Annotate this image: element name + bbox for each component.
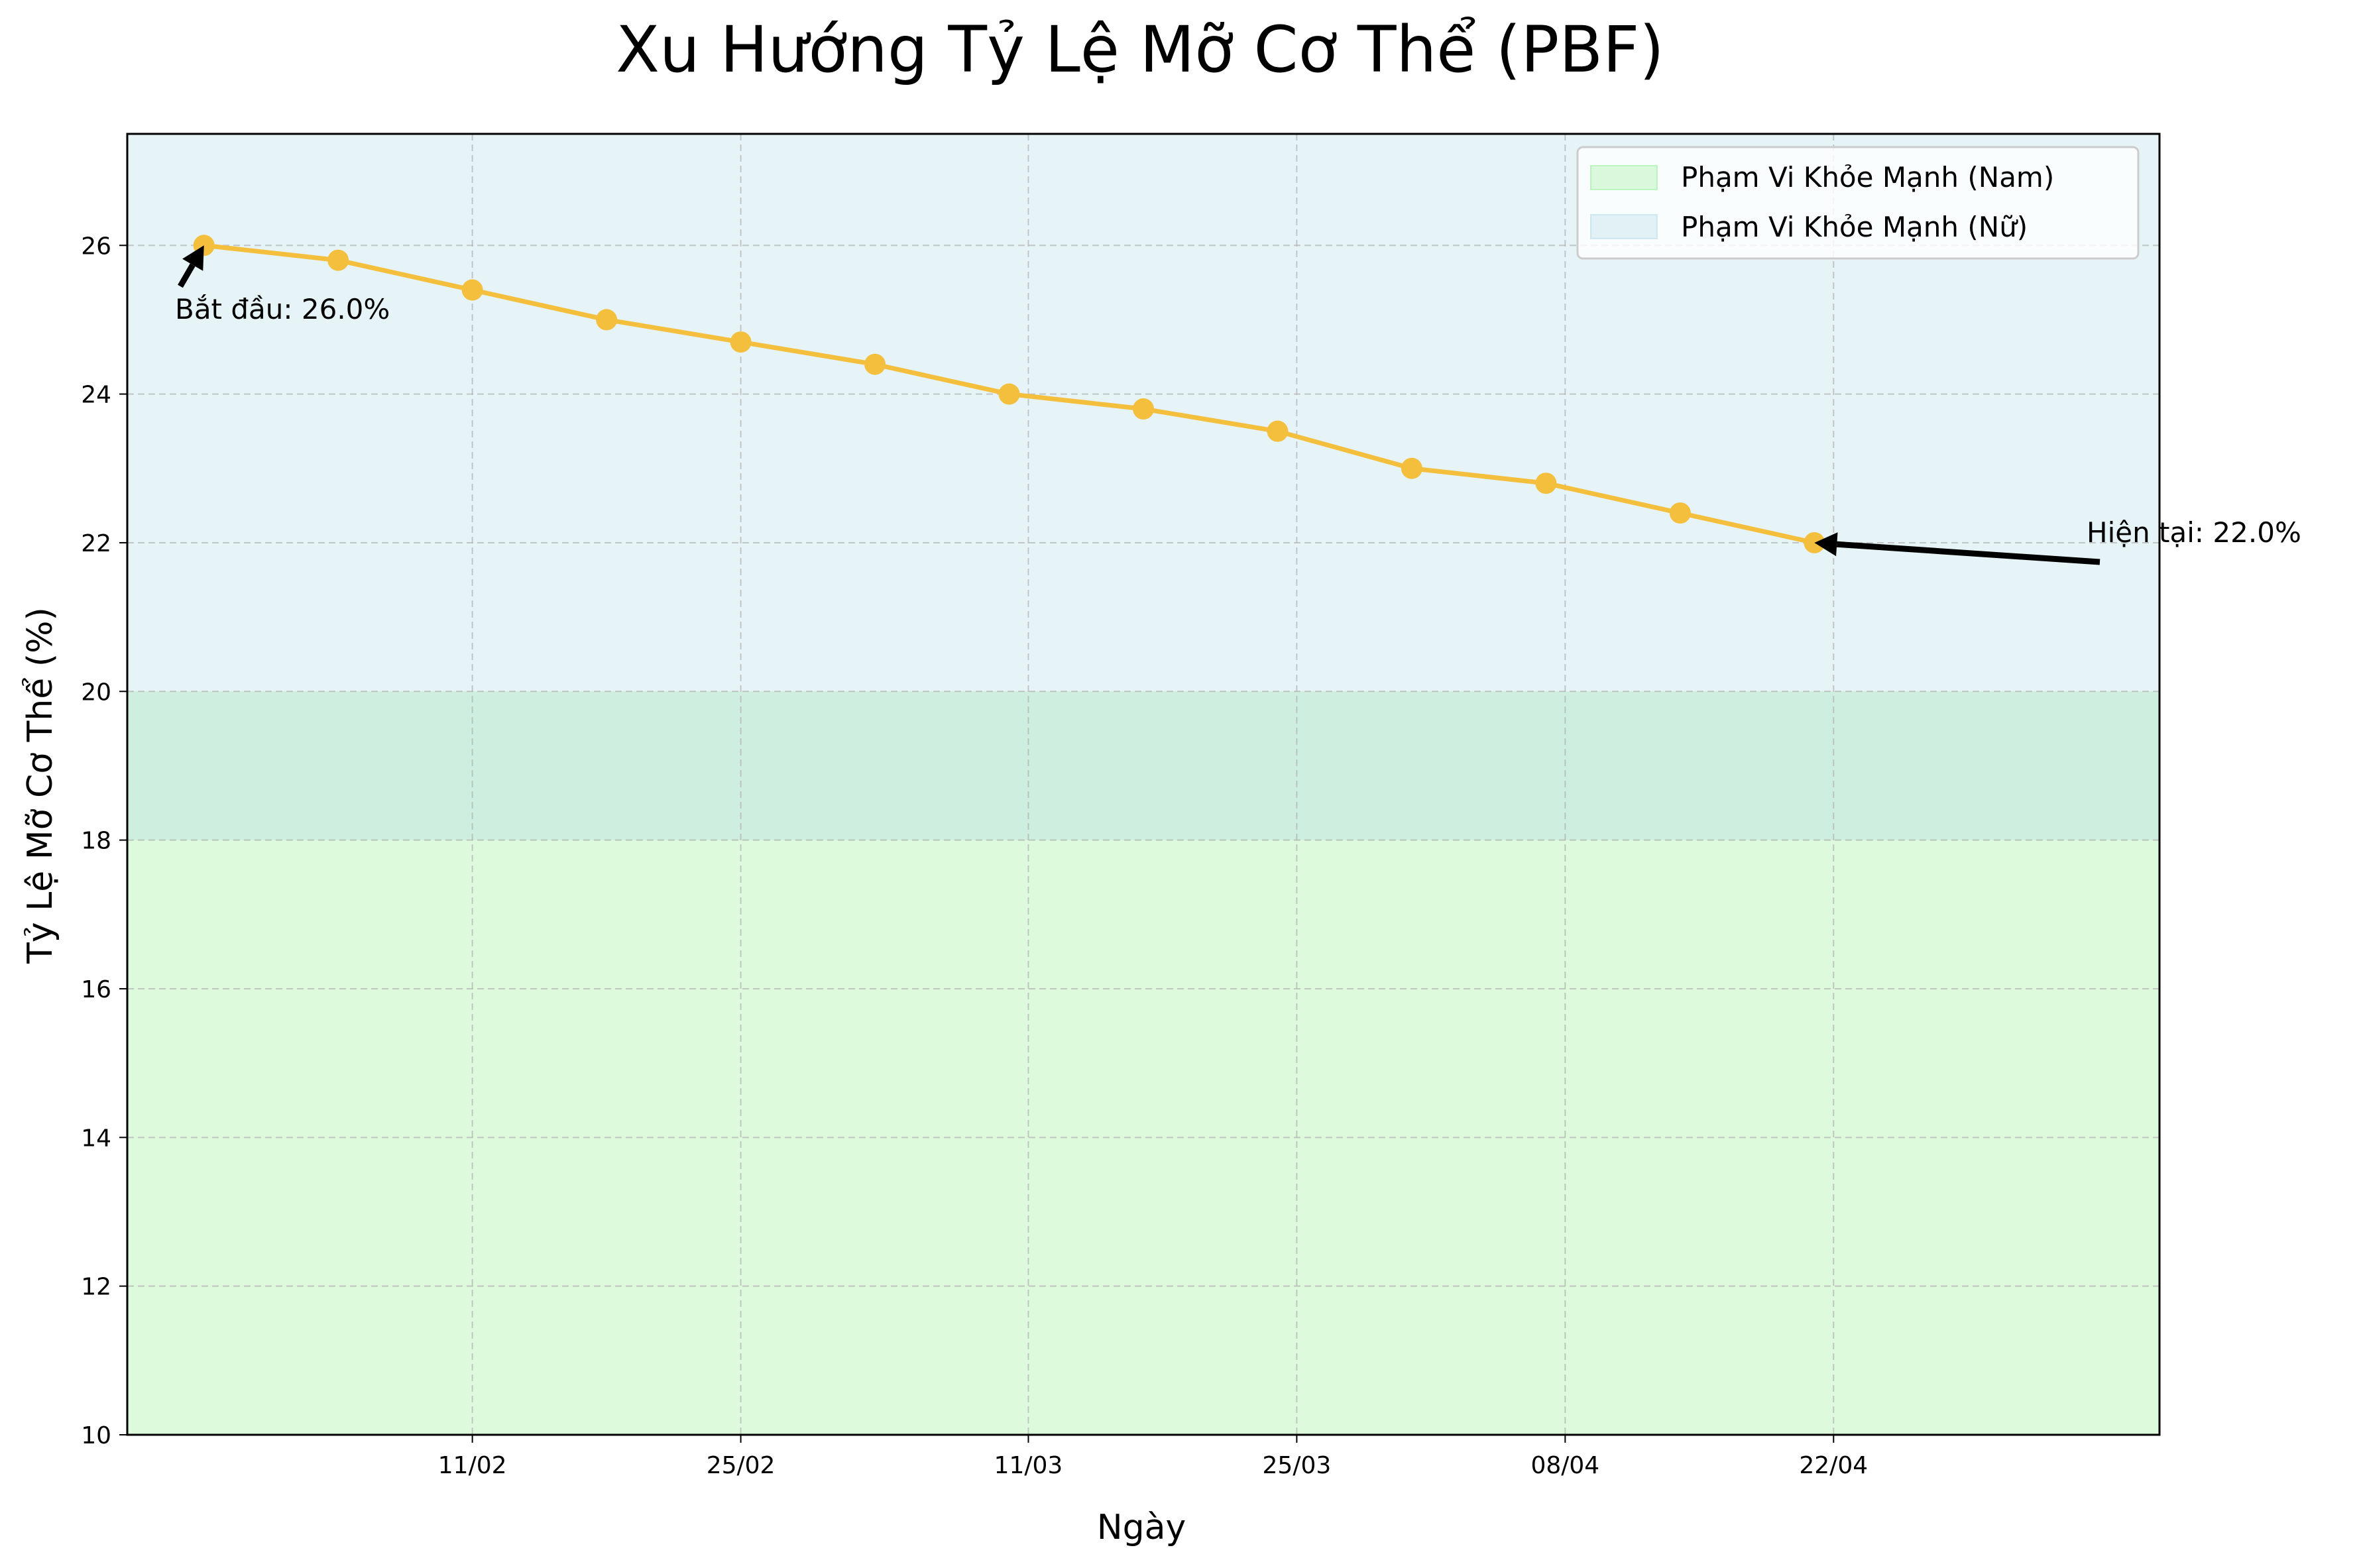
- pbf-point: [1133, 398, 1154, 420]
- y-tick-label: 16: [81, 976, 111, 1003]
- legend-label-male: Phạm Vi Khỏe Mạnh (Nam): [1681, 161, 2054, 194]
- x-tick-label: 08/04: [1530, 1452, 1599, 1479]
- pbf-point: [1535, 473, 1557, 494]
- y-tick-label: 12: [81, 1274, 111, 1301]
- legend-box: [1576, 146, 2140, 260]
- y-tick-label: 24: [81, 382, 111, 409]
- annotation-arrow-head: [1814, 532, 1838, 557]
- x-tick-label: 22/04: [1799, 1452, 1868, 1479]
- healthy-band-0: [127, 691, 2159, 1435]
- pbf-point: [1401, 457, 1422, 479]
- legend-label-female: Phạm Vi Khỏe Mạnh (Nữ): [1681, 211, 2028, 243]
- legend-swatch-female: [1590, 214, 1658, 239]
- pbf-point: [998, 383, 1020, 405]
- annotation-arrow-shaft: [178, 263, 196, 288]
- pbf-point: [1669, 502, 1691, 524]
- x-tick-label: 11/02: [438, 1452, 507, 1479]
- annotation-arrow-shaft: [1836, 541, 2100, 565]
- legend-swatch-male: [1590, 165, 1658, 190]
- y-tick-label: 26: [81, 233, 111, 260]
- y-axis-label: Tỷ Lệ Mỡ Cơ Thể (%): [21, 607, 60, 964]
- y-tick-label: 22: [81, 530, 111, 557]
- x-tick-label: 25/02: [707, 1452, 776, 1479]
- pbf-point: [596, 309, 618, 331]
- annotation-label-1: Hiện tại: 22.0%: [2087, 516, 2301, 549]
- pbf-point: [730, 331, 752, 353]
- pbf-point: [327, 249, 349, 271]
- pbf-point: [1267, 420, 1289, 442]
- y-tick-label: 14: [81, 1125, 111, 1152]
- x-tick-label: 11/03: [994, 1452, 1063, 1479]
- plot-frame: [126, 133, 2161, 1436]
- pbf-point: [461, 279, 483, 301]
- annotation-arrow-head: [182, 245, 204, 271]
- pbf-point: [864, 353, 886, 375]
- chart-title: Xu Hướng Tỷ Lệ Mỡ Cơ Thể (PBF): [616, 13, 1664, 87]
- y-tick-label: 20: [81, 679, 111, 706]
- y-tick-label: 10: [81, 1422, 111, 1449]
- plot-area: 11/02 25/02 11/03 25/03 08/04 22/04 10 12 14 16 18…: [81, 133, 2301, 1479]
- x-tick-label: 25/03: [1263, 1452, 1332, 1479]
- y-tick-label: 18: [81, 828, 111, 855]
- x-axis-label: Ngày: [1097, 1508, 1186, 1547]
- legend: Phạm Vi Khỏe Mạnh (Nam) Phạm Vi Khỏe Mạn…: [1576, 146, 2140, 260]
- annotation-label-0: Bắt đầu: 26.0%: [175, 293, 390, 325]
